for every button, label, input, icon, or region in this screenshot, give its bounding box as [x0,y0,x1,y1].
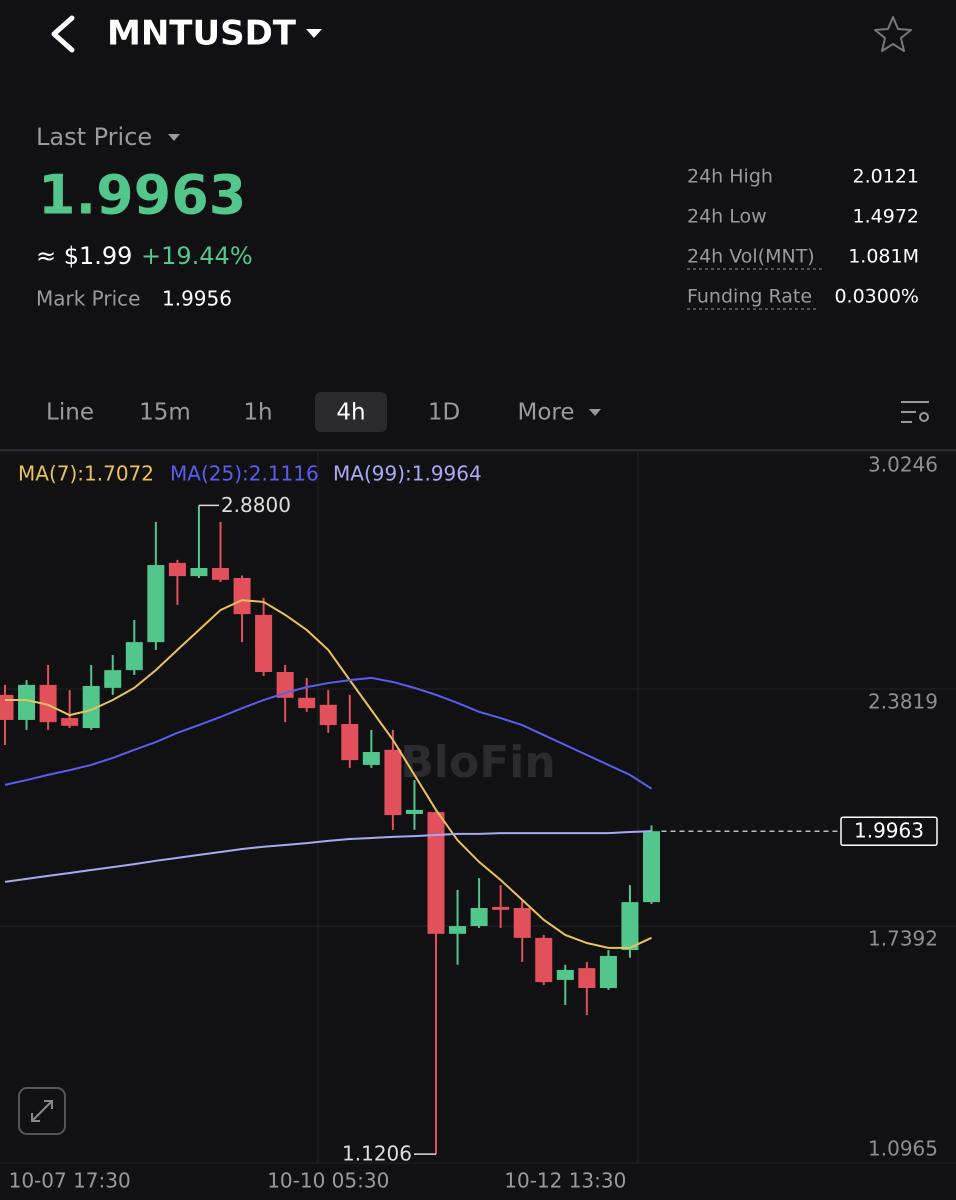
candle-body [384,749,402,816]
stat-value: 2.0121 [853,166,919,188]
candle-body [578,968,596,989]
ma-line [5,599,652,949]
candle-body [643,831,660,903]
candle-body [599,955,617,989]
last-price: 1.9963 [38,164,246,227]
candle-body [61,718,79,726]
price-change: +19.44% [141,242,253,270]
expand-arrow [31,1100,53,1122]
y-tick-label: 3.0246 [868,453,938,477]
y-tick-label: 1.7392 [868,927,938,951]
legend-entry: MA(25):2.1116 [170,462,319,486]
x-tick-label: 10-10 05:30 [267,1169,389,1193]
stat-value: 1.4972 [853,206,919,228]
candle-body [82,686,100,729]
candle-body [39,684,57,723]
stat-label: 24h High [687,166,773,188]
symbol[interactable]: MNTUSDT [107,14,297,54]
candle-body [168,562,186,577]
last-price-label[interactable]: Last Price [36,123,152,151]
candle-body [104,670,122,688]
y-tick-label: 2.3819 [868,690,938,714]
candle-body [556,969,574,980]
settings-gear [919,412,929,422]
candle-body [621,902,639,951]
expand-arrow [31,1113,40,1122]
symbol-dropdown[interactable] [306,29,322,38]
candle-body [0,694,14,720]
expand-button[interactable] [18,1087,66,1135]
candle-body [449,926,467,934]
x-tick-label: 10-12 13:30 [504,1169,626,1193]
candle-body [125,642,143,671]
candle-body [298,697,316,709]
approx-price: ≈ $1.99 [36,242,132,270]
last-price-box [840,816,938,846]
candlestick-chart: 1.0965 1.7392 2.3819 3.0246 BloFin 10-07 17:3… [0,451,956,1193]
ma-line [4,676,653,790]
timeframe-tabs: Line 15m 1h 4h 1D More [46,392,575,432]
candle-body [190,568,208,577]
candle-body [255,614,273,673]
min-label: 1.1206 [342,1142,412,1166]
expand-arrow [44,1100,53,1109]
candle-body [362,752,380,765]
stat-label[interactable]: Funding Rate [687,286,812,308]
last-price-tag: 1.9963 [854,819,924,843]
active-tab-bg [315,392,387,432]
watermark: BloFin [400,737,555,788]
max-label: 2.8800 [221,493,291,517]
candle-body [319,704,337,726]
legend-entry: MA(7):1.7072 [18,462,154,486]
candle-body [470,908,488,927]
stat-value: 1.081M [848,246,919,268]
tab[interactable]: 15m [139,400,191,426]
expand-icon [31,1100,53,1122]
stat-label[interactable]: 24h Vol(MNT) [687,246,815,268]
candle-body [341,723,359,761]
tab[interactable]: 1h [243,400,272,426]
tab[interactable]: More [517,400,574,426]
x-tick-label: 10-07 17:30 [9,1169,131,1193]
last-price-dropdown[interactable] [168,134,180,141]
favorite-star[interactable] [874,16,912,52]
candle-body [405,809,423,814]
mark-price-label: Mark Price [36,287,140,311]
candle-body [212,568,229,580]
mark-price: 1.9956 [162,287,232,311]
tab[interactable]: 4h [336,400,365,426]
chart-settings[interactable] [901,401,929,423]
candle-body [147,565,165,643]
candle-body [492,906,510,910]
back-button[interactable] [51,15,75,53]
tab[interactable]: 1D [428,400,460,426]
candle-body [233,577,251,615]
stat-value: 0.0300% [834,286,919,308]
candle-body [18,684,36,720]
tab[interactable]: Line [46,400,94,426]
legend-entry: MA(99):1.9964 [333,462,482,486]
candle-body [535,937,553,983]
stat-label: 24h Low [687,206,767,228]
more-dropdown[interactable] [589,409,601,416]
y-tick-label: 1.0965 [868,1137,938,1161]
candle-body [427,812,445,934]
ma-line [4,830,652,883]
candle-body [513,908,531,938]
